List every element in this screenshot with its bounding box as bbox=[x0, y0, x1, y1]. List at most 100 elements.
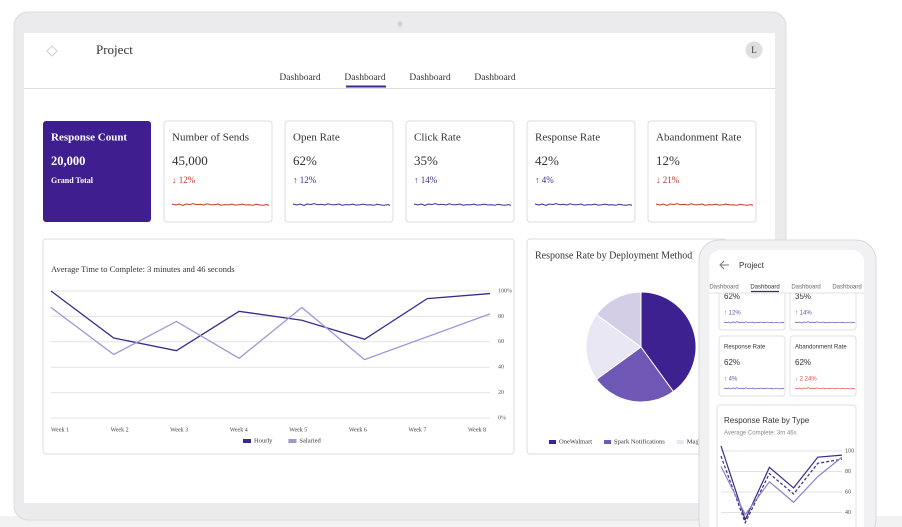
tab-active[interactable]: Dashboard bbox=[344, 73, 385, 83]
phone-kpi-value: 62% bbox=[795, 358, 811, 367]
kpi-card[interactable] bbox=[526, 120, 636, 223]
y-tick-label: 40 bbox=[845, 510, 851, 516]
kpi-change: ↑ 12% bbox=[293, 175, 317, 185]
phone-line-chart: 100 80 60 40 bbox=[720, 445, 854, 525]
phone-chart-subtitle: Average Complete: 3m 46s bbox=[724, 431, 797, 437]
phone-chart-title: Response Rate by Type bbox=[724, 416, 810, 425]
x-tick-label: Week 1 bbox=[51, 427, 69, 433]
x-tick-label: Week 2 bbox=[111, 427, 129, 433]
pie-slice bbox=[640, 291, 697, 393]
kpi-change: ↑ 4% bbox=[535, 175, 554, 185]
kpi-title: Number of Sends bbox=[172, 132, 249, 144]
x-tick-label: Week 7 bbox=[408, 427, 426, 433]
kpi-note: Grand Total bbox=[51, 176, 94, 185]
y-tick-label: 0% bbox=[498, 415, 506, 421]
y-tick-label: 60 bbox=[498, 339, 504, 345]
kpi-title: Click Rate bbox=[414, 132, 461, 144]
series-line bbox=[720, 456, 843, 516]
phone-content: 62% ↑ 12% 35% ↑ 14% Response Rate 62% ↑ 4% Aban… bbox=[709, 250, 864, 527]
phone-kpi-change: ↑ 4% bbox=[724, 377, 738, 383]
x-tick-label: Week 6 bbox=[349, 427, 367, 433]
tab[interactable]: Dashboard bbox=[279, 73, 320, 83]
legend-label: Spark Notifications bbox=[614, 438, 665, 445]
phone-kpi-title: Abandonment Rate bbox=[795, 345, 847, 351]
back-arrow[interactable] bbox=[719, 260, 729, 270]
pie-slice bbox=[595, 346, 675, 403]
chart-title: Average Time to Complete: 3 minutes and … bbox=[51, 264, 235, 274]
series-line bbox=[720, 455, 843, 525]
y-tick-label: 80 bbox=[498, 314, 504, 320]
phone-kpi-card[interactable] bbox=[789, 335, 857, 397]
avatar[interactable] bbox=[745, 41, 763, 59]
kpi-title: Response Count bbox=[51, 132, 127, 144]
kpi-value: 20,000 bbox=[51, 154, 85, 168]
app-title: Project bbox=[96, 42, 133, 57]
kpi-title: Response Rate bbox=[535, 132, 600, 144]
x-tick-label: Week 8 bbox=[468, 427, 486, 433]
camera bbox=[397, 21, 403, 27]
kpi-change: ↓ 21% bbox=[656, 175, 680, 185]
legend-swatch bbox=[604, 440, 612, 444]
tab[interactable]: Dashboard bbox=[409, 73, 450, 83]
phone-title: Project bbox=[739, 261, 765, 270]
phone-tab-active[interactable]: Dashboard bbox=[750, 285, 779, 291]
kpi-change: ↑ 14% bbox=[414, 175, 438, 185]
series-line bbox=[50, 306, 491, 361]
y-tick-label: 100% bbox=[498, 288, 512, 294]
legend-swatch bbox=[288, 439, 297, 443]
pie-chart: OneWalmart Spark Notifications Ma@ bbox=[549, 291, 702, 445]
phone-kpi-value: 62% bbox=[724, 292, 740, 301]
pie-slice bbox=[595, 291, 642, 348]
legend-label: Hourly bbox=[254, 437, 273, 444]
y-tick-label: 80 bbox=[845, 469, 851, 475]
legend-label: OneWalmart bbox=[559, 438, 592, 445]
kpi-title: Abandonment Rate bbox=[656, 132, 741, 144]
kpi-value: 45,000 bbox=[172, 153, 208, 168]
logo bbox=[46, 45, 58, 57]
kpi-value: 12% bbox=[656, 153, 680, 168]
kpi-card[interactable] bbox=[284, 120, 394, 223]
phone-kpi-value: 35% bbox=[795, 292, 811, 301]
laptop-base bbox=[0, 516, 902, 527]
kpi-title: Open Rate bbox=[293, 132, 340, 144]
pie-slice bbox=[585, 313, 642, 381]
legend-label: Ma@ bbox=[687, 438, 702, 445]
x-tick-label: Week 3 bbox=[170, 427, 188, 433]
phone-kpi-change: ↑ 12% bbox=[724, 311, 741, 317]
line-chart: 100% 80 60 40 20 0% Week 1 Week 2 Week 3 Week 4 We… bbox=[50, 288, 512, 444]
series-line bbox=[50, 290, 491, 352]
legend-label: Salaried bbox=[299, 437, 321, 444]
kpi-card[interactable] bbox=[405, 120, 515, 223]
kpi-change: ↓ 12% bbox=[172, 175, 196, 185]
phone-kpi-change: ↓ 2.24% bbox=[795, 377, 817, 383]
legend-swatch bbox=[549, 440, 556, 444]
chart-title: Response Rate by Deployment Method bbox=[535, 250, 692, 261]
y-tick-label: 60 bbox=[845, 489, 851, 495]
phone-kpi-change: ↑ 14% bbox=[795, 311, 812, 317]
y-tick-label: 20 bbox=[498, 390, 504, 396]
legend-swatch bbox=[243, 439, 251, 443]
phone-tab[interactable]: Dashboard bbox=[709, 285, 738, 291]
x-tick-label: Week 4 bbox=[230, 427, 248, 433]
phone-kpi-card[interactable] bbox=[718, 335, 786, 397]
phone-kpi-title: Response Rate bbox=[724, 345, 766, 351]
phone-header bbox=[709, 250, 864, 293]
kpi-value: 35% bbox=[414, 153, 438, 168]
avatar-initial: L bbox=[751, 45, 757, 55]
kpi-value: 62% bbox=[293, 153, 317, 168]
phone-tab[interactable]: Dashboard bbox=[791, 285, 820, 291]
phone-tab[interactable]: Dashboard bbox=[832, 285, 861, 291]
tab[interactable]: Dashboard bbox=[474, 73, 515, 83]
kpi-card[interactable] bbox=[647, 120, 757, 223]
y-tick-label: 40 bbox=[498, 365, 504, 371]
x-tick-label: Week 5 bbox=[289, 427, 307, 433]
legend-swatch bbox=[676, 440, 684, 444]
y-tick-label: 100 bbox=[845, 448, 854, 454]
phone-kpi-value: 62% bbox=[724, 358, 740, 367]
chart-card bbox=[42, 238, 515, 455]
kpi-cards: Number of Sends 45,000 ↓ 12% Open Rate 62% ↑ … bbox=[163, 120, 757, 223]
kpi-card-primary[interactable] bbox=[43, 121, 151, 222]
kpi-card[interactable] bbox=[163, 120, 273, 223]
